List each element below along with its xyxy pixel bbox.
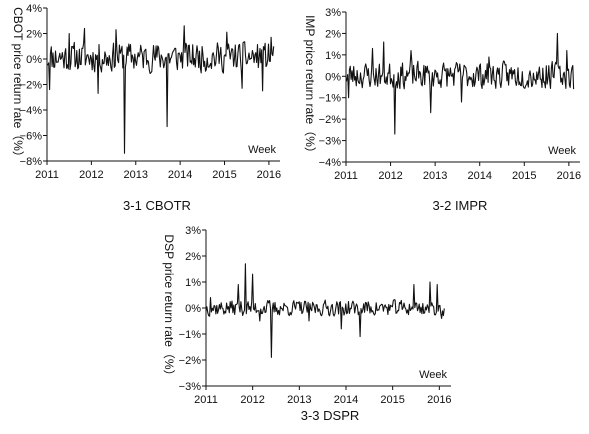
y-tick-label-impr: −1% xyxy=(319,93,342,105)
x-tick-label-cbotr: 2012 xyxy=(79,169,103,181)
x-tick-label-impr: 2012 xyxy=(378,170,402,182)
y-tick-label-dspr: 0% xyxy=(185,303,201,315)
y-tick-label-dspr: 2% xyxy=(185,251,201,263)
y-tick-label-cbotr: 0% xyxy=(26,54,42,66)
y-tick-label-cbotr: −4% xyxy=(20,105,43,117)
y-tick-label-cbotr: 4% xyxy=(26,3,42,15)
y-tick-label-dspr: −1% xyxy=(179,329,202,341)
x-tick-label-impr: 2014 xyxy=(467,170,491,182)
x-tick-label-dspr: 2014 xyxy=(334,394,358,406)
week-label-impr: Week xyxy=(548,145,576,157)
x-tick-label-impr: 2015 xyxy=(512,170,536,182)
y-tick-label-impr: 2% xyxy=(325,28,341,40)
y-tick-label-impr: −2% xyxy=(319,114,342,126)
y-axis-label-dspr: DSP price return rate（%） xyxy=(162,234,176,381)
x-tick-label-cbotr: 2016 xyxy=(257,169,281,181)
y-tick-label-cbotr: −2% xyxy=(20,80,43,92)
y-tick-label-impr: 1% xyxy=(325,50,341,62)
y-tick-label-dspr: −2% xyxy=(179,355,202,367)
chart-dspr: −3% −2% −1% 0% 1% 2% 3% 2011 2012 2013 2014 2015 201… xyxy=(162,225,452,423)
x-tick-label-impr: 2011 xyxy=(334,170,358,182)
chart-cbotr: −8% −6% −4% −2% 0% 2% 4% 2011 2012 2013 2014 2015 20… xyxy=(11,3,281,213)
series-line-impr xyxy=(345,32,575,135)
week-label-dspr: Week xyxy=(419,369,447,381)
x-tick-label-impr: 2016 xyxy=(557,170,581,182)
x-tick-label-cbotr: 2013 xyxy=(124,169,148,181)
x-tick-label-cbotr: 2011 xyxy=(35,169,59,181)
x-tick-label-dspr: 2016 xyxy=(427,394,451,406)
x-tick-label-cbotr: 2014 xyxy=(168,169,192,181)
y-tick-label-impr: 0% xyxy=(325,71,341,83)
y-tick-label-dspr: −3% xyxy=(179,381,202,393)
x-tick-label-dspr: 2012 xyxy=(240,394,264,406)
x-tick-label-impr: 2013 xyxy=(423,170,447,182)
y-axis-label-impr: IMP price return rate（%） xyxy=(303,15,317,159)
y-tick-label-impr: −3% xyxy=(319,136,342,148)
y-tick-label-impr: −4% xyxy=(319,157,342,169)
caption-cbotr: 3-1 CBOTR xyxy=(123,198,191,213)
chart-impr: −4% −3% −2% −1% 0% 1% 2% 3% 2011 2012 2013 2014 2015… xyxy=(303,7,581,213)
series-line-dspr xyxy=(205,263,445,358)
caption-dspr: 3-3 DSPR xyxy=(301,408,360,423)
x-tick-label-dspr: 2015 xyxy=(380,394,404,406)
y-tick-label-cbotr: −6% xyxy=(20,131,43,143)
y-tick-label-cbotr: −8% xyxy=(20,156,43,168)
series-line-cbotr xyxy=(46,25,275,154)
x-tick-label-cbotr: 2015 xyxy=(212,169,236,181)
x-tick-label-dspr: 2013 xyxy=(287,394,311,406)
x-tick-label-dspr: 2011 xyxy=(194,394,218,406)
y-axis-label-cbotr: CBOT price return rate（%） xyxy=(11,7,25,163)
week-label-cbotr: Week xyxy=(248,144,276,156)
y-tick-label-dspr: 3% xyxy=(185,225,201,237)
caption-impr: 3-2 IMPR xyxy=(433,198,488,213)
y-tick-label-cbotr: 2% xyxy=(26,29,42,41)
y-tick-label-dspr: 1% xyxy=(185,277,201,289)
y-tick-label-impr: 3% xyxy=(325,7,341,19)
